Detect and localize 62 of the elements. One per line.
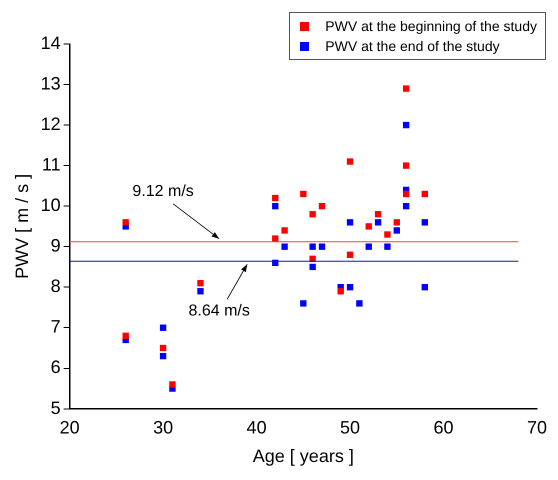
point <box>346 252 354 258</box>
x-tick-label: 70 <box>526 418 548 438</box>
x-axis-title: Age [ years ] <box>252 446 354 466</box>
legend-label: PWV at the end of the study <box>325 37 500 56</box>
point <box>197 288 204 294</box>
point <box>356 300 363 307</box>
point <box>318 202 326 210</box>
y-tick-label: 5 <box>50 398 61 418</box>
y-tick-label: 12 <box>40 114 61 134</box>
y-tick-label: 11 <box>42 154 61 175</box>
point <box>122 219 129 226</box>
point <box>422 190 428 198</box>
y-tick-label: 14 <box>40 32 61 53</box>
point <box>346 284 354 290</box>
x-tick-label: 60 <box>434 418 454 438</box>
y-tick-label: 8 <box>50 276 61 296</box>
point <box>300 190 306 198</box>
x-tick-label: 30 <box>153 418 174 438</box>
ref-line-label: 8.64 m/s <box>188 302 250 320</box>
y-tick-label: 10 <box>40 195 61 216</box>
point <box>374 211 382 218</box>
point <box>309 264 316 270</box>
point <box>160 344 166 352</box>
point <box>366 243 372 250</box>
point <box>309 243 316 250</box>
point <box>272 202 278 210</box>
point <box>402 202 410 210</box>
point <box>272 194 278 202</box>
y-tick-label: 9 <box>50 236 61 256</box>
x-tick-label: 40 <box>246 418 267 438</box>
point <box>394 227 400 234</box>
point <box>160 352 166 360</box>
point <box>402 162 410 169</box>
point <box>281 227 288 234</box>
y-axis-title: PWV [ m / s ] <box>12 174 32 279</box>
point <box>402 122 410 128</box>
point <box>338 288 344 294</box>
x-tick-label: 50 <box>340 418 360 438</box>
point <box>160 324 166 331</box>
point <box>422 219 428 226</box>
point <box>318 243 326 250</box>
y-tick-label: 13 <box>40 74 61 94</box>
point <box>197 280 204 286</box>
point <box>374 219 382 226</box>
point <box>346 219 354 226</box>
point <box>422 284 428 290</box>
point <box>384 231 391 238</box>
point <box>402 190 410 198</box>
ref-line-label: 9.12 m/s <box>132 183 194 200</box>
point <box>281 243 288 250</box>
point <box>384 243 391 250</box>
y-tick-label: 6 <box>50 357 61 378</box>
point <box>366 223 372 230</box>
point <box>122 332 129 340</box>
y-tick-label: 7 <box>50 316 61 337</box>
legend-label: PWV at the beginning of the study <box>325 17 537 36</box>
point <box>300 300 306 307</box>
point <box>309 211 316 218</box>
point <box>272 235 278 242</box>
point <box>402 85 410 92</box>
point <box>394 219 400 226</box>
x-tick-label: 20 <box>60 418 80 438</box>
